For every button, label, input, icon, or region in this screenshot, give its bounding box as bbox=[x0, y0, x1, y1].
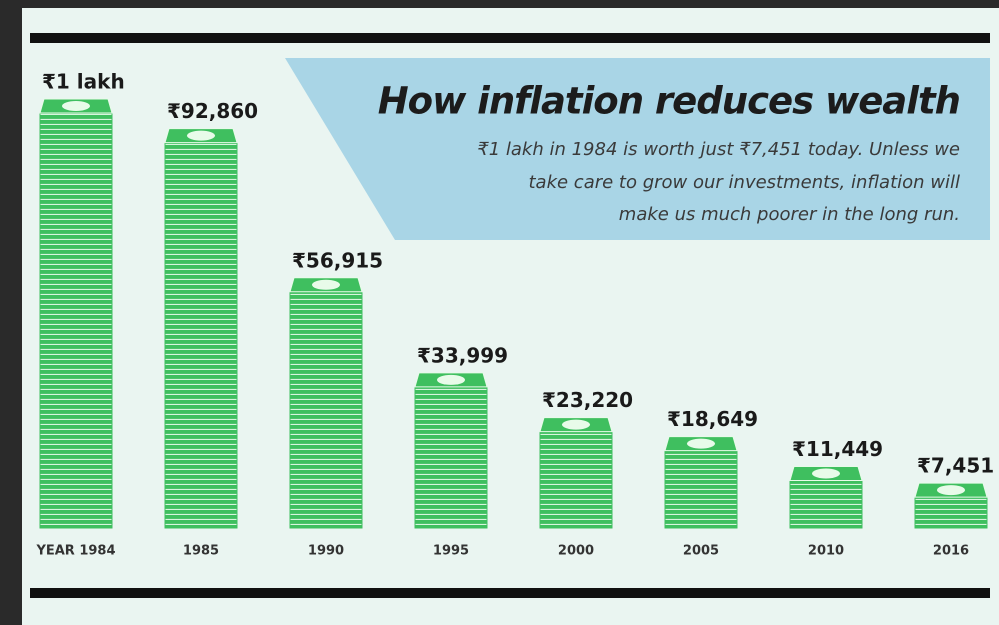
note-mark bbox=[812, 468, 840, 479]
value-label: ₹7,451 bbox=[917, 454, 994, 478]
value-label: ₹56,915 bbox=[292, 248, 383, 272]
note-mark bbox=[437, 374, 465, 385]
chart-title: How inflation reduces wealth bbox=[378, 80, 960, 123]
value-label: ₹18,649 bbox=[667, 407, 758, 431]
title-panel bbox=[285, 58, 990, 240]
note-mark bbox=[562, 419, 590, 430]
x-tick-label: 2000 bbox=[558, 544, 594, 559]
money-stack bbox=[414, 386, 488, 529]
note-mark bbox=[187, 130, 215, 141]
money-stack bbox=[164, 142, 238, 529]
money-stack bbox=[539, 431, 613, 529]
value-label: ₹33,999 bbox=[417, 343, 508, 367]
value-label: ₹23,220 bbox=[542, 388, 633, 412]
x-tick-label: 2016 bbox=[933, 544, 969, 559]
note-mark bbox=[937, 485, 965, 496]
money-stack bbox=[289, 291, 363, 529]
money-stack bbox=[789, 479, 863, 529]
money-stack bbox=[664, 450, 738, 529]
x-tick-label: YEAR 1984 bbox=[35, 544, 115, 559]
value-label: ₹92,860 bbox=[167, 99, 258, 123]
x-tick-label: 2010 bbox=[808, 544, 844, 559]
value-label: ₹1 lakh bbox=[42, 70, 125, 94]
value-label: ₹11,449 bbox=[792, 437, 883, 461]
x-tick-label: 2005 bbox=[683, 544, 719, 559]
subtitle-line: ₹1 lakh in 1984 is worth just ₹7,451 tod… bbox=[477, 139, 960, 160]
note-mark bbox=[62, 101, 90, 111]
x-tick-label: 1995 bbox=[433, 544, 469, 559]
subtitle-line: make us much poorer in the long run. bbox=[619, 204, 960, 225]
x-tick-label: 1985 bbox=[183, 544, 219, 559]
subtitle-line: take care to grow our investments, infla… bbox=[528, 172, 960, 193]
note-mark bbox=[687, 438, 715, 449]
x-tick-label: 1990 bbox=[308, 544, 344, 559]
top-rule bbox=[30, 33, 990, 43]
note-mark bbox=[312, 279, 340, 290]
money-stack bbox=[914, 496, 988, 529]
money-stack bbox=[39, 112, 113, 529]
bottom-rule bbox=[30, 588, 990, 598]
